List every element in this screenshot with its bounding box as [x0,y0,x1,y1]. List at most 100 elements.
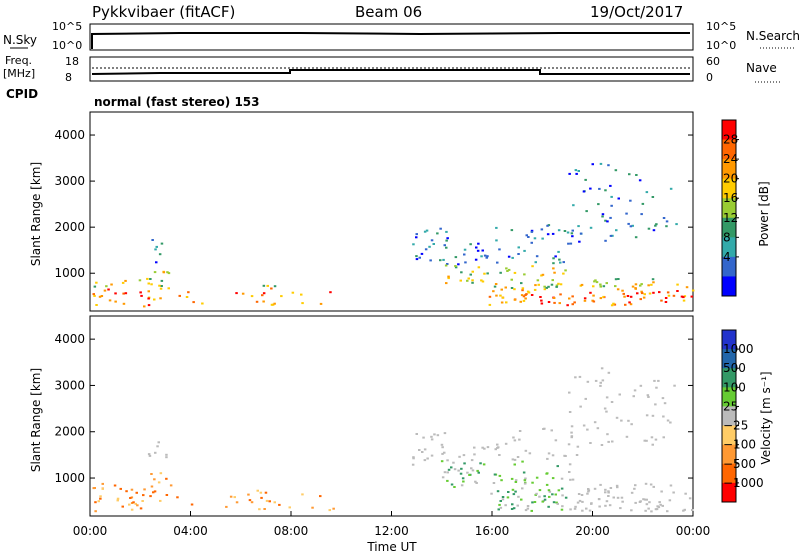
power-data-cell [579,232,583,235]
power-colorbar-frame [721,119,737,297]
power-data-cell [545,286,548,289]
velocity-data-cell [139,507,143,510]
velocity-data-cell [534,493,537,496]
power-data-cell [562,261,565,264]
power-data-cell [557,229,561,232]
power-data-cell [559,283,563,286]
velocity-data-cell [492,482,496,484]
power-data-cell [567,242,570,245]
velocity-data-cell [130,496,134,499]
power-data-cell [530,241,533,244]
power-data-cell [521,287,525,290]
power-data-cell [95,281,98,284]
velocity-data-cell [520,498,523,501]
velocity-data-cell [157,441,160,444]
velocity-data-cell [535,476,539,479]
power-data-cell [543,285,546,288]
power-data-cell [541,237,544,240]
power-data-cell [647,227,651,230]
noise-tick-right-top: 10^5 [706,20,736,33]
velocity-data-cell [668,499,672,502]
velocity-data-cell [119,487,122,490]
velocity-colorbar-segment [722,368,736,388]
power-data-cell [439,227,442,230]
x-tick-label: 04:00 [173,524,208,538]
velocity-data-cell [587,490,590,493]
power-data-cell [160,285,163,287]
velocity-data-cell [250,501,254,504]
velocity-data-cell [463,462,466,465]
velocity-data-cell [630,423,633,426]
velocity-data-cell [426,457,429,460]
velocity-data-cell [130,508,134,511]
power-data-cell [625,212,628,215]
velocity-data-cell [511,488,515,491]
power-colorbar-segment [722,120,736,141]
velocity-data-cell [149,495,152,498]
power-data-cell [557,250,560,253]
velocity-data-cell [190,503,194,506]
power-data-cell [108,299,112,302]
power-data-cell [550,283,554,286]
power-data-cell [492,290,495,293]
power-data-cell [520,294,524,297]
power-data-cell [552,267,555,270]
velocity-data-cell [526,507,530,510]
power-data-cell [629,199,632,202]
velocity-data-cell [569,478,572,481]
velocity-data-cell [513,463,516,466]
freq-trace [91,69,690,75]
velocity-data-cell [440,443,444,446]
power-data-cell [631,285,635,288]
power-data-cell [557,282,560,285]
power-data-cell [143,305,146,308]
velocity-data-cell [121,505,124,508]
power-data-cell [477,242,480,245]
power-data-cell [665,220,669,223]
velocity-data-cell [589,442,592,444]
velocity-data-cell [101,487,104,490]
power-data-cell [645,191,649,194]
power-data-cell [150,283,153,286]
power-data-cell [483,272,486,275]
power-data-cell [471,279,474,282]
power-data-cell [149,278,152,280]
date-title: 19/Oct/2017 [590,3,683,21]
velocity-data-cell [535,492,538,495]
power-data-cell [100,295,104,297]
power-colorbar: 28 24 20 16 12 8 4 [721,119,739,297]
power-data-cell [271,303,275,306]
power-data-cell [551,279,554,282]
power-data-cell [640,292,644,295]
velocity-data-cell [560,487,564,490]
velocity-data-cell [153,490,157,493]
power-data-cell [93,285,97,288]
velocity-data-cell [560,508,564,511]
power-data-cell [609,184,612,187]
power-data-cell [432,243,435,245]
velocity-data-cell [556,465,559,468]
velocity-data-cell [430,435,433,438]
velocity-data-cell [642,498,645,501]
velocity-data-cell [153,478,156,481]
velocity-data-cell [561,505,564,508]
power-data-cell [262,284,266,287]
velocity-data-cell [446,459,449,462]
power-data-cell [641,202,645,205]
velocity-data-cell [659,503,662,506]
power-data-cell [564,269,567,272]
power-data-cell [166,271,169,274]
power-data-cell [110,283,113,286]
velocity-data-cell [332,507,335,510]
power-data-cell [464,261,467,264]
velocity-data-cell [504,504,507,507]
beam-title: Beam 06 [355,3,422,21]
velocity-data-cell [512,507,516,510]
power-data-cell [493,285,497,288]
power-data-cell [114,300,117,303]
velocity-data-cell [576,445,580,448]
power-data-cell [568,297,571,300]
power-data-cell [266,284,269,287]
power-data-cell [517,253,520,255]
